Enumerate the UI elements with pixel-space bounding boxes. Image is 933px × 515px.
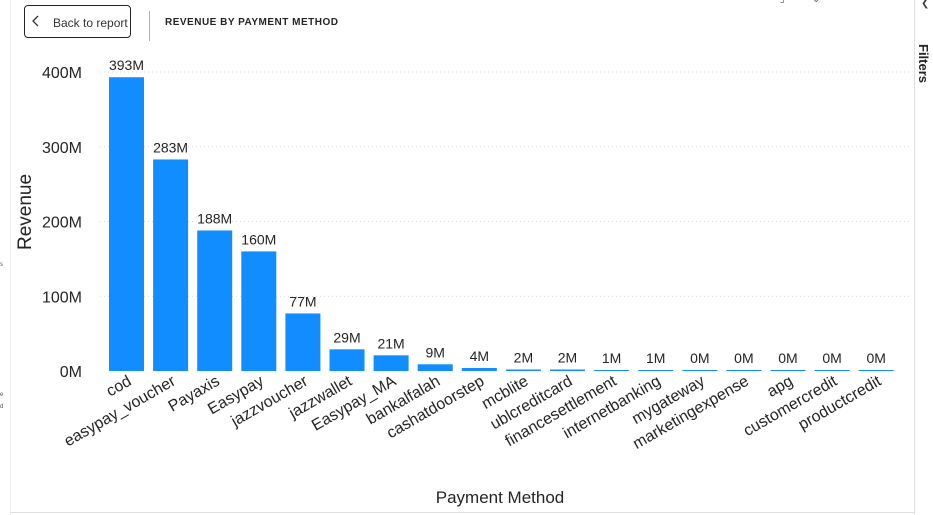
chevron-left-icon (32, 15, 39, 27)
data-label: 188M (197, 210, 232, 226)
filter-icon[interactable]: ⌄ (812, 0, 820, 5)
bar-cashatdoorstep[interactable] (461, 368, 497, 371)
x-axis-title: Payment Method (436, 488, 565, 507)
data-label: 1M (646, 350, 665, 366)
bar-apg[interactable] (770, 370, 806, 371)
left-edge-panel: s e d (0, 0, 11, 515)
bar-Easypay[interactable] (241, 251, 277, 371)
data-label: 77M (289, 293, 316, 309)
left-edge-fragment: d (0, 404, 4, 410)
y-tick-label: 100M (42, 289, 82, 306)
data-label: 0M (866, 350, 885, 366)
bar-financesettlement[interactable] (594, 370, 630, 371)
filters-pane-label[interactable]: Filters (916, 44, 931, 84)
bar-Easypay_MA[interactable] (373, 355, 409, 371)
bar-layer (109, 77, 894, 372)
data-label: 21M (377, 335, 404, 351)
y-tick-label: 0M (60, 364, 82, 381)
header-divider (149, 11, 150, 41)
pane-divider (914, 0, 915, 515)
bar-Payaxis[interactable] (197, 230, 233, 371)
data-label-layer: 393M 283M 188M 160M 77M 29M 21M 9M 4M 2M 2M 1M 1M 0M 0… (109, 57, 886, 366)
more-options-icon[interactable]: · (844, 0, 847, 5)
bar-easypay_voucher[interactable] (153, 159, 189, 371)
bar-productcredit[interactable] (858, 370, 894, 371)
bottom-border (10, 512, 914, 513)
left-edge-fragment: e (0, 392, 4, 398)
x-axis-ticks: codeasypay_voucherPayaxisEasypayjazzvouc… (61, 372, 884, 452)
data-label: 9M (425, 344, 444, 360)
bar-mygateway[interactable] (682, 370, 718, 371)
visual-options-icons[interactable]: ⌟ ⌄ · (776, 0, 856, 5)
bar-internetbanking[interactable] (638, 370, 674, 371)
data-label: 283M (153, 139, 188, 155)
data-label: 160M (241, 231, 276, 247)
y-axis-ticks: 0M 100M 200M 300M 400M (42, 65, 82, 381)
data-label: 2M (514, 350, 533, 366)
grid-layer (100, 71, 910, 297)
data-label: 29M (333, 329, 360, 345)
bar-jazzvoucher[interactable] (285, 313, 321, 371)
filters-pane[interactable]: ❮ Filters (915, 0, 933, 515)
data-label: 0M (778, 350, 797, 366)
back-to-report-label: Back to report (53, 16, 128, 30)
data-label: 393M (109, 57, 144, 73)
data-label: 0M (734, 350, 753, 366)
y-tick-label: 300M (42, 140, 82, 157)
bar-cod[interactable] (109, 77, 144, 372)
bar-marketingexpense[interactable] (726, 370, 762, 371)
visual-title: REVENUE BY PAYMENT METHOD (165, 17, 339, 28)
back-to-report-button[interactable]: Back to report (24, 5, 131, 38)
bar-ublcreditcard[interactable] (550, 369, 585, 371)
y-tick-label: 200M (42, 215, 82, 232)
bar-mcblite[interactable] (505, 369, 541, 371)
bar-customercredit[interactable] (814, 370, 850, 371)
y-axis-title: Revenue (15, 174, 36, 250)
data-label: 4M (470, 348, 489, 364)
data-label: 0M (822, 350, 841, 366)
data-label: 0M (690, 350, 709, 366)
left-edge-fragment: s (0, 262, 3, 268)
y-tick-label: 400M (42, 65, 82, 82)
bar-jazzwallet[interactable] (329, 349, 365, 371)
collapse-arrow-icon[interactable]: ❮ (921, 0, 930, 9)
data-label: 2M (558, 350, 577, 366)
bar-bankalfalah[interactable] (417, 364, 453, 371)
focus-mode-icon[interactable]: ⌟ (780, 0, 785, 5)
data-label: 1M (602, 350, 621, 366)
